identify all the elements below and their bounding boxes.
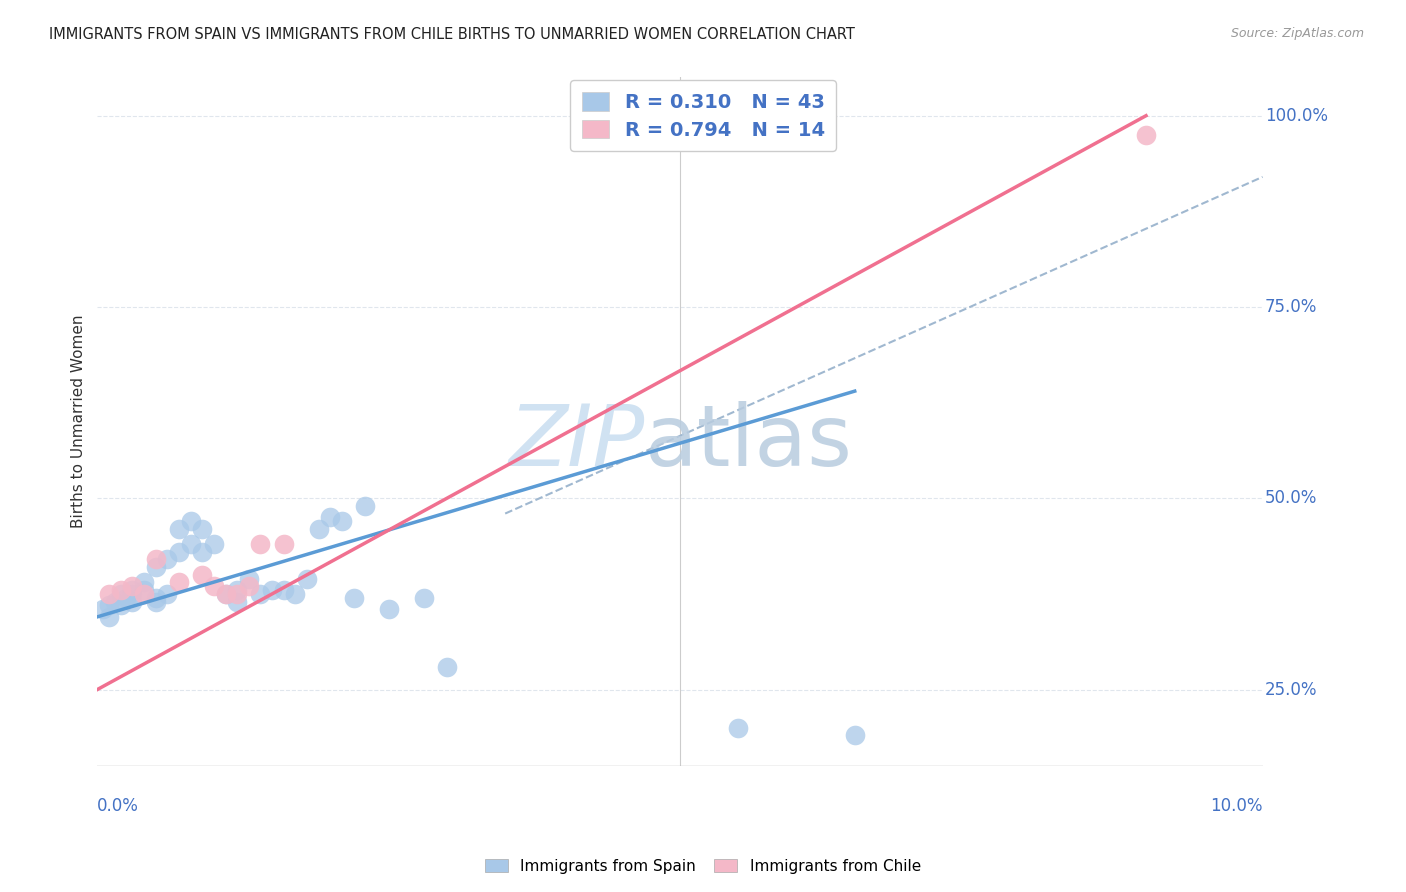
Point	[330, 514, 353, 528]
Point	[191, 522, 214, 536]
Point	[180, 537, 202, 551]
Point	[167, 545, 190, 559]
Point	[121, 594, 143, 608]
Point	[319, 510, 342, 524]
Point	[121, 579, 143, 593]
Point	[132, 575, 155, 590]
Point	[262, 583, 284, 598]
Point	[273, 583, 295, 598]
Point	[145, 591, 167, 605]
Legend: R = 0.310   N = 43, R = 0.794   N = 14: R = 0.310 N = 43, R = 0.794 N = 14	[571, 80, 837, 152]
Point	[156, 587, 179, 601]
Point	[110, 583, 132, 598]
Point	[343, 591, 366, 605]
Point	[110, 599, 132, 613]
Point	[377, 602, 399, 616]
Text: 0.0%: 0.0%	[97, 797, 139, 814]
Point	[121, 587, 143, 601]
Point	[180, 514, 202, 528]
Text: 50.0%: 50.0%	[1265, 489, 1317, 508]
Point	[167, 575, 190, 590]
Point	[202, 579, 225, 593]
Point	[98, 610, 121, 624]
Point	[145, 560, 167, 574]
Text: IMMIGRANTS FROM SPAIN VS IMMIGRANTS FROM CHILE BIRTHS TO UNMARRIED WOMEN CORRELA: IMMIGRANTS FROM SPAIN VS IMMIGRANTS FROM…	[49, 27, 855, 42]
Point	[191, 567, 214, 582]
Point	[284, 587, 307, 601]
Point	[145, 552, 167, 566]
Point	[308, 522, 330, 536]
Point	[110, 587, 132, 601]
Point	[202, 537, 225, 551]
Point	[436, 659, 458, 673]
Text: 75.0%: 75.0%	[1265, 298, 1317, 316]
Y-axis label: Births to Unmarried Women: Births to Unmarried Women	[72, 315, 86, 528]
Point	[98, 599, 121, 613]
Point	[104, 594, 127, 608]
Point	[191, 545, 214, 559]
Point	[249, 537, 271, 551]
Point	[214, 587, 236, 601]
Point	[121, 583, 143, 598]
Text: atlas: atlas	[645, 401, 853, 483]
Point	[132, 587, 155, 601]
Point	[226, 587, 249, 601]
Point	[238, 572, 260, 586]
Point	[167, 522, 190, 536]
Text: ZIP: ZIP	[509, 401, 645, 483]
Point	[115, 591, 138, 605]
Legend: Immigrants from Spain, Immigrants from Chile: Immigrants from Spain, Immigrants from C…	[479, 853, 927, 880]
Text: 25.0%: 25.0%	[1265, 681, 1317, 698]
Point	[98, 587, 121, 601]
Text: 10.0%: 10.0%	[1211, 797, 1263, 814]
Point	[727, 721, 749, 735]
Point	[156, 552, 179, 566]
Point	[226, 583, 249, 598]
Text: 100.0%: 100.0%	[1265, 107, 1327, 125]
Point	[295, 572, 318, 586]
Text: Source: ZipAtlas.com: Source: ZipAtlas.com	[1230, 27, 1364, 40]
Point	[132, 583, 155, 598]
Point	[238, 579, 260, 593]
Point	[214, 587, 236, 601]
Point	[844, 728, 866, 742]
Point	[249, 587, 271, 601]
Point	[273, 537, 295, 551]
Point	[226, 594, 249, 608]
Point	[354, 499, 377, 513]
Point	[91, 602, 114, 616]
Point	[145, 594, 167, 608]
Point	[412, 591, 434, 605]
Point	[1135, 128, 1157, 142]
